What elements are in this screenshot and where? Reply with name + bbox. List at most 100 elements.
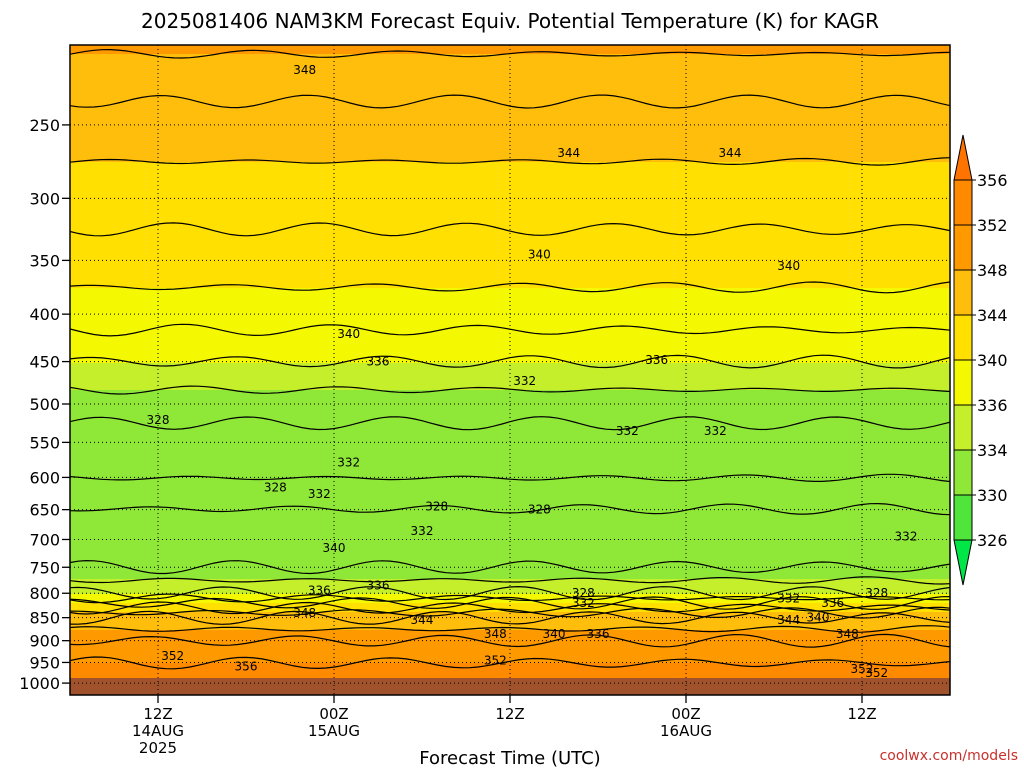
y-tick-label: 450 — [29, 353, 60, 372]
contour-label: 340 — [528, 248, 551, 262]
contour-label: 340 — [807, 611, 830, 625]
contour-label: 332 — [616, 424, 639, 438]
colorbar-segment — [953, 449, 973, 496]
fill-strip — [70, 318, 950, 322]
fill-strip — [70, 117, 950, 121]
fill-strip — [70, 171, 950, 175]
fill-strip — [70, 621, 950, 625]
fill-strip — [70, 579, 950, 583]
fill-strip — [70, 243, 950, 247]
contour-line — [70, 625, 950, 633]
contour-label: 340 — [777, 259, 800, 273]
fill-strip — [70, 369, 950, 373]
contour-label: 352 — [161, 649, 184, 663]
fill-strip — [70, 279, 950, 283]
fill-strip — [70, 330, 950, 334]
fill-strip — [70, 153, 950, 157]
y-tick-label: 900 — [29, 632, 60, 651]
plot-area: 348 344 344 340 340 340 336 336 332 328 332 332 332 3… — [70, 45, 950, 695]
y-tick-label: 400 — [29, 305, 60, 324]
fill-strip — [70, 225, 950, 229]
contour-line — [70, 633, 950, 648]
contour-labels: 348 344 344 340 340 340 336 336 332 328 332 332 332 3… — [147, 63, 918, 680]
contour-label: 332 — [777, 591, 800, 605]
contour-label: 336 — [308, 584, 331, 598]
fill-strip — [70, 54, 950, 58]
y-tick-label: 850 — [29, 609, 60, 628]
fill-strip — [70, 597, 950, 601]
contour-label: 340 — [543, 627, 566, 641]
fill-strip — [70, 669, 950, 673]
colorbar-segment — [953, 314, 973, 361]
contour-label: 348 — [293, 606, 316, 620]
fill-strip — [70, 141, 950, 145]
colorbar-segment — [953, 179, 973, 226]
contour-line — [70, 473, 950, 483]
fill-strip — [70, 453, 950, 457]
fill-strip — [70, 342, 950, 346]
contour-label: 328 — [572, 586, 595, 600]
contour-label: 328 — [528, 503, 551, 517]
grid-lines — [70, 45, 950, 695]
contour-label: 344 — [777, 613, 800, 627]
colorbar-segment — [953, 494, 973, 541]
x-tick-label: 12Z — [847, 705, 876, 723]
fill-strip — [70, 285, 950, 289]
fill-strip — [70, 162, 950, 166]
x-tick-label: 15AUG — [308, 722, 360, 740]
fill-strip — [70, 489, 950, 493]
y-tick-label: 600 — [29, 468, 60, 487]
fill-strip — [70, 507, 950, 511]
fill-strip — [70, 150, 950, 154]
y-tick-label: 950 — [29, 653, 60, 672]
contour-line — [70, 585, 950, 601]
contour-label: 336 — [587, 627, 610, 641]
fill-strip — [70, 651, 950, 655]
fill-strip — [70, 447, 950, 451]
contour-label: 336 — [367, 579, 390, 593]
fill-strip — [70, 63, 950, 67]
x-axis-label: Forecast Time (UTC) — [419, 748, 600, 768]
credit-link[interactable]: coolwx.com/models — [880, 748, 1018, 764]
fill-strip — [70, 186, 950, 190]
fill-strip — [70, 210, 950, 214]
contour-label: 332 — [337, 455, 360, 469]
fill-strip — [70, 111, 950, 115]
fill-strip — [70, 234, 950, 238]
contour-label: 332 — [895, 530, 918, 544]
fill-strip — [70, 87, 950, 91]
fill-strip — [70, 102, 950, 106]
fill-strip — [70, 333, 950, 337]
fill-strip — [70, 357, 950, 361]
fill-strip — [70, 99, 950, 103]
fill-strip — [70, 666, 950, 670]
fill-strip — [70, 75, 950, 79]
fill-strip — [70, 486, 950, 490]
fill-strip — [70, 183, 950, 187]
contour-label: 352 — [851, 662, 874, 676]
fill-strip — [70, 618, 950, 622]
fill-strip — [70, 390, 950, 394]
colorbar-arrow-bottom — [953, 539, 973, 586]
colorbar-segment — [953, 359, 973, 406]
colorbar: 356 352 348 344 340 336 334 330 326 — [953, 134, 1008, 586]
fill-strip — [70, 417, 950, 421]
fill-strip — [70, 309, 950, 313]
fill-strip — [70, 435, 950, 439]
colorbar-label: 330 — [977, 486, 1008, 505]
x-tick-label: 12Z — [143, 705, 172, 723]
fill-strip — [70, 261, 950, 265]
contour-label: 344 — [719, 146, 742, 160]
fill-strip — [70, 207, 950, 211]
fill-strip — [70, 534, 950, 538]
contour-label: 348 — [293, 63, 316, 77]
x-tick-label: 16AUG — [660, 722, 712, 740]
contour-label: 328 — [865, 586, 888, 600]
y-tick-label: 800 — [29, 584, 60, 603]
fill-strip — [70, 462, 950, 466]
fill-strip — [70, 675, 950, 679]
fill-strip — [70, 423, 950, 427]
fill-strip — [70, 198, 950, 202]
fill-strip — [70, 498, 950, 502]
fill-strip — [70, 258, 950, 262]
